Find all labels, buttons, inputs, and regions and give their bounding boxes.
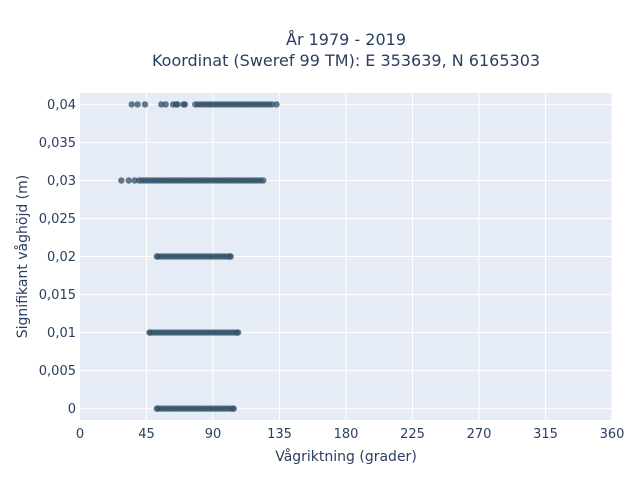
y-tick-label: 0,035 (39, 136, 76, 151)
x-tick-label: 135 (267, 427, 292, 442)
x-axis-ticks: 0 45 90 135 180 225 270 315 360 (76, 427, 625, 442)
x-tick-label: 45 (138, 427, 155, 442)
data-point (234, 329, 242, 336)
data-point (181, 101, 189, 108)
data-point (118, 177, 125, 184)
x-axis-title: Vågriktning (grader) (275, 448, 417, 465)
data-point (131, 177, 138, 184)
x-tick-label: 360 (600, 427, 625, 442)
chart-title-line-1: År 1979 - 2019 (286, 30, 406, 49)
data-points (118, 101, 280, 412)
x-tick-label: 225 (400, 427, 425, 442)
data-point (158, 101, 165, 108)
data-point (174, 101, 181, 108)
x-tick-label: 0 (76, 427, 84, 442)
x-tick-label: 315 (533, 427, 558, 442)
data-point (141, 101, 149, 108)
data-point (260, 177, 267, 184)
x-tick-label: 90 (205, 427, 222, 442)
data-point (162, 101, 169, 108)
y-tick-label: 0 (68, 402, 76, 417)
y-axis-title: Signifikant våghöjd (m) (14, 175, 31, 338)
data-point (227, 253, 234, 260)
y-axis-ticks: 0 0,005 0,01 0,015 0,02 0,025 0,03 0,035 0,04 (39, 98, 76, 417)
data-point (230, 405, 237, 412)
y-tick-label: 0,025 (39, 212, 76, 227)
y-tick-label: 0,015 (39, 288, 76, 303)
data-point (273, 101, 280, 108)
x-tick-label: 180 (334, 427, 359, 442)
y-tick-label: 0,005 (39, 364, 76, 379)
data-point (125, 177, 132, 184)
x-tick-label: 270 (467, 427, 492, 442)
y-tick-label: 0,02 (47, 250, 76, 265)
data-point (128, 101, 135, 108)
data-point (134, 101, 141, 108)
chart-title: År 1979 - 2019 Koordinat (Sweref 99 TM):… (152, 30, 540, 70)
data-point (268, 101, 276, 108)
y-tick-label: 0,04 (47, 98, 76, 113)
y-tick-label: 0,03 (47, 174, 76, 189)
chart-title-line-2: Koordinat (Sweref 99 TM): E 353639, N 61… (152, 51, 540, 70)
y-tick-label: 0,01 (47, 326, 76, 341)
